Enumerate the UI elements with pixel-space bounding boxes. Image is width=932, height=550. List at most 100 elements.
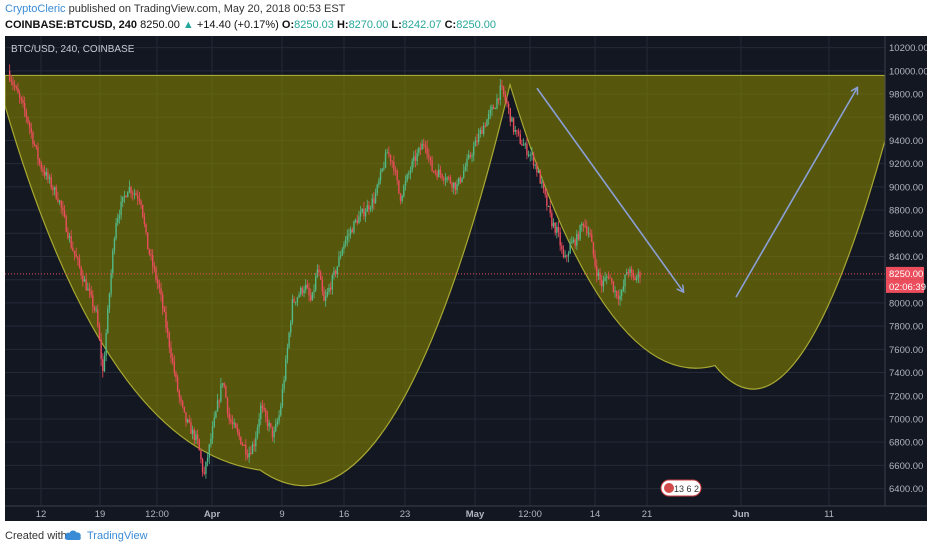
candle-body <box>476 140 478 142</box>
candle-body <box>83 279 86 282</box>
candle-body <box>110 273 112 294</box>
candle-body <box>133 193 136 195</box>
candle-body <box>356 219 358 224</box>
candle-body <box>557 226 560 233</box>
candle-body <box>98 325 101 340</box>
candle-body <box>314 276 317 291</box>
candle-body <box>115 222 117 239</box>
candle-body <box>532 153 535 166</box>
candle-body <box>566 255 568 257</box>
candle-body <box>630 269 633 273</box>
time-tick-label: 14 <box>590 509 601 520</box>
candle-body <box>611 278 613 282</box>
projection-arrows[interactable] <box>536 88 857 298</box>
candle-body <box>123 195 126 197</box>
open-value: 8250.03 <box>294 19 334 31</box>
candle-body <box>246 454 249 458</box>
candle-body <box>509 108 511 122</box>
candle-body <box>486 119 488 127</box>
candle-body <box>363 208 365 217</box>
candle-body <box>319 272 322 280</box>
footer: Created with TradingView <box>0 522 932 550</box>
candle-body <box>321 279 324 292</box>
cup-pattern-shape[interactable] <box>4 74 886 487</box>
tradingview-cloud-icon <box>64 530 81 540</box>
time-axis[interactable]: 12 19 12:00 Apr 9 16 23 May 12:00 14 21 Jun 11 <box>36 509 834 520</box>
price-tick-label: 10000.00 <box>889 66 927 77</box>
candle-body <box>346 235 348 240</box>
time-tick-label: 21 <box>642 509 653 520</box>
candle-body <box>334 270 337 275</box>
candle-body <box>173 361 176 373</box>
price-tick-label: 9000.00 <box>889 182 923 193</box>
candle-body <box>591 234 593 243</box>
price-tick-label: 9800.00 <box>889 90 923 101</box>
author-link[interactable]: CryptoCleric <box>5 3 66 15</box>
candle-body <box>313 290 315 293</box>
candle-body <box>403 185 405 197</box>
candle-body <box>428 154 430 157</box>
candle-body <box>541 181 543 184</box>
candle-body <box>577 234 580 240</box>
candle-body <box>592 242 595 256</box>
candle-body <box>275 424 277 431</box>
close-label: C: <box>444 19 457 31</box>
price-tick-label: 6400.00 <box>889 484 923 495</box>
candle-body <box>458 177 460 185</box>
candle-body <box>28 122 31 128</box>
publication-header: CryptoCleric published on TradingView.co… <box>0 0 932 36</box>
candle-body <box>456 184 458 190</box>
candles <box>8 64 641 479</box>
candle-body <box>511 117 513 122</box>
candle-body <box>431 160 433 172</box>
candle-body <box>178 390 181 398</box>
candle-body <box>374 193 377 203</box>
candle-body <box>489 109 492 114</box>
candle-body <box>303 290 305 294</box>
candle-body <box>38 159 41 164</box>
low-value: 8242.07 <box>401 19 442 31</box>
candle-body <box>323 291 325 301</box>
price-chart[interactable]: 6400.00 6600.00 6800.00 7000.00 7200.00 7400.… <box>4 36 929 521</box>
candle-body <box>188 419 190 423</box>
candle-body <box>411 160 413 171</box>
candle-body <box>441 174 443 179</box>
candle-body <box>166 327 169 333</box>
candle-body <box>561 245 563 250</box>
candle-body <box>97 309 99 326</box>
candle-body <box>409 170 412 174</box>
candle-body <box>492 107 495 109</box>
candle-body <box>63 210 66 217</box>
candle-body <box>161 294 164 309</box>
candle-body <box>286 347 289 360</box>
events-badge[interactable]: 13 6 2 <box>660 479 702 497</box>
candle-body <box>316 269 319 277</box>
candle-body <box>228 413 230 420</box>
candle-body <box>443 178 445 180</box>
candle-body <box>499 85 501 100</box>
candle-body <box>571 241 573 244</box>
candle-body <box>243 444 245 446</box>
candle-body <box>517 131 520 135</box>
candle-body <box>52 187 54 190</box>
candle-body <box>176 377 179 391</box>
candle-body <box>484 125 487 127</box>
candle-body <box>148 249 151 255</box>
candle-body <box>467 154 470 159</box>
open-label: O: <box>281 19 295 31</box>
candle-body <box>93 307 96 311</box>
candle-body <box>158 284 161 289</box>
candle-body <box>160 288 162 295</box>
chart-container[interactable]: 6400.00 6600.00 6800.00 7000.00 7200.00 7400.… <box>4 36 929 521</box>
price-tick-label: 8600.00 <box>889 229 923 240</box>
candle-body <box>145 223 147 233</box>
candle-body <box>501 85 503 87</box>
candle-body <box>637 272 640 278</box>
tradingview-brand[interactable]: TradingView <box>87 530 148 542</box>
candle-body <box>504 94 506 101</box>
price-tick-label: 6800.00 <box>889 438 923 449</box>
candle-body <box>276 421 279 425</box>
candle-body <box>211 426 214 439</box>
candle-body <box>419 147 422 150</box>
candle-body <box>35 145 37 148</box>
